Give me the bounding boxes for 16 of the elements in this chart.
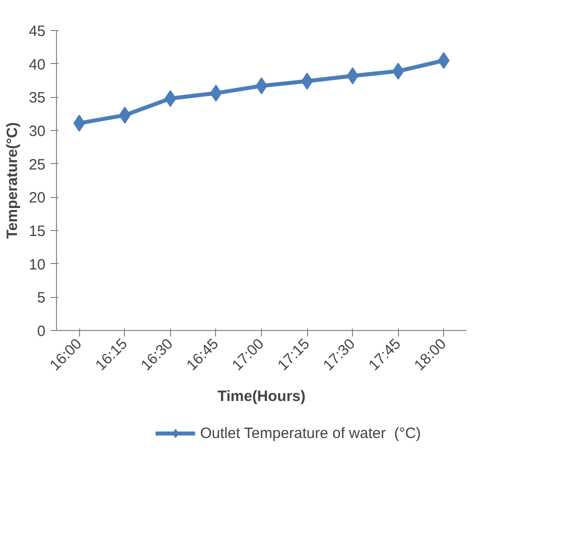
y-tick-label: 0 [37, 323, 46, 340]
y-tick-label: 10 [28, 256, 46, 274]
point [438, 52, 450, 69]
y-tick-label: 25 [28, 156, 46, 174]
x-axis-title: Time(Hours) [217, 388, 306, 406]
y-tick-label: 35 [28, 90, 46, 107]
point [164, 90, 176, 107]
y-tick-label: 5 [37, 290, 46, 307]
y-tick-label: 20 [28, 190, 46, 207]
y-tick-label: 15 [28, 223, 46, 240]
legend-label: Outlet Temperature of water (°C) [200, 424, 421, 443]
y-tick-label: 45 [28, 23, 46, 40]
y-axis-title: Temperature(°C) [4, 122, 21, 239]
point [73, 114, 86, 132]
y-tick-label: 40 [28, 56, 46, 74]
y-tick-label: 30 [28, 123, 46, 140]
